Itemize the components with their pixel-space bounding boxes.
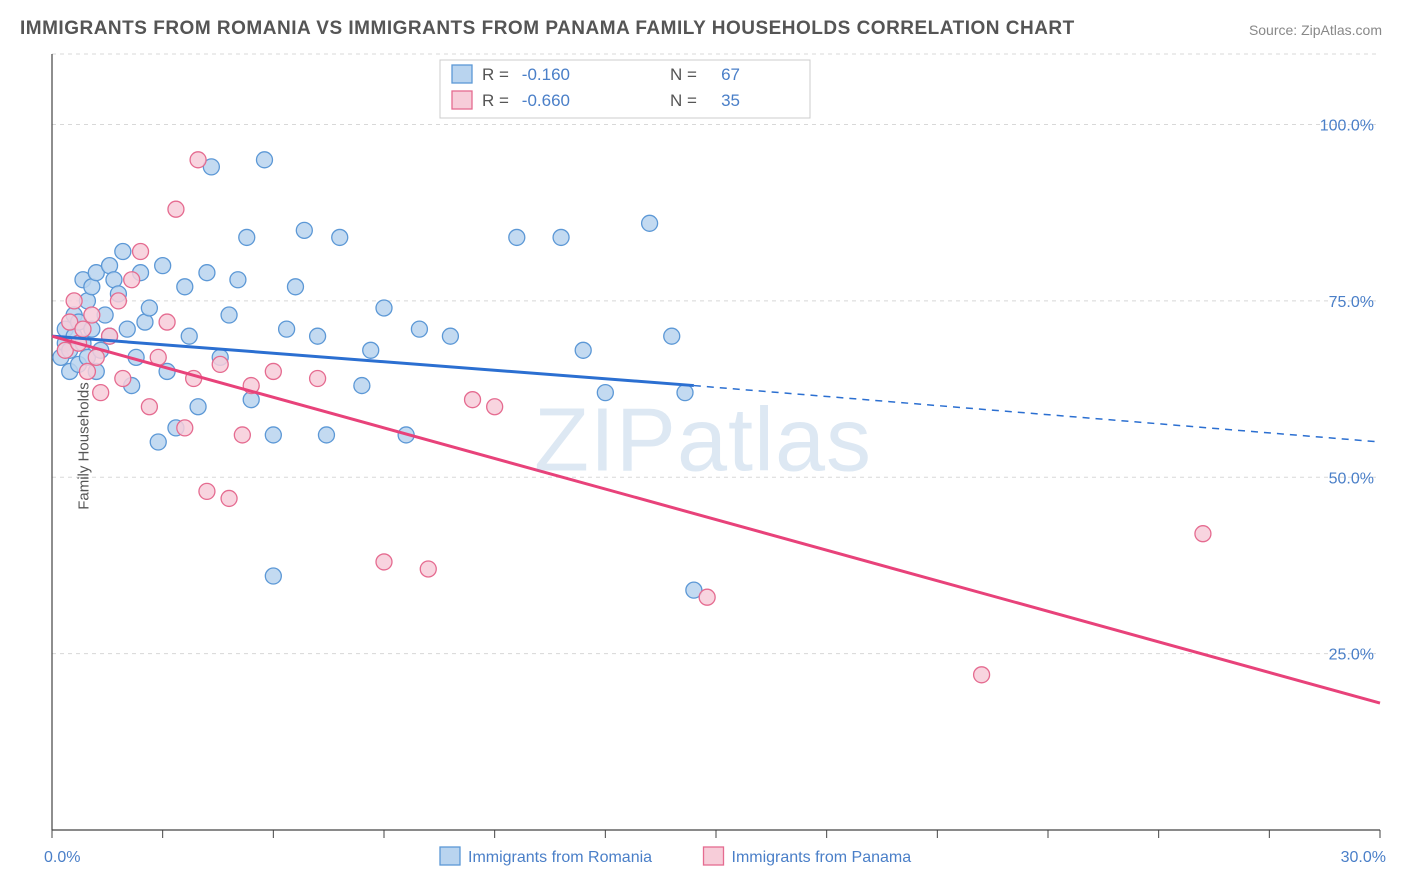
svg-text:0.0%: 0.0% [44, 849, 80, 866]
svg-text:35: 35 [721, 91, 740, 110]
chart-title: IMMIGRANTS FROM ROMANIA VS IMMIGRANTS FR… [20, 18, 1075, 40]
svg-text:Immigrants from Panama: Immigrants from Panama [732, 849, 912, 866]
svg-text:30.0%: 30.0% [1341, 849, 1386, 866]
svg-text:75.0%: 75.0% [1329, 294, 1374, 311]
correlation-chart: 25.0% 50.0% 75.0% 100.0% 0.0% 30.0% R = -0.160 N… [0, 0, 1406, 892]
svg-text:50.0%: 50.0% [1329, 470, 1374, 487]
svg-text:25.0%: 25.0% [1329, 647, 1374, 664]
svg-text:R =: R = [482, 65, 509, 84]
svg-text:-0.160: -0.160 [522, 65, 570, 84]
svg-text:67: 67 [721, 65, 740, 84]
svg-text:R =: R = [482, 91, 509, 110]
svg-text:-0.660: -0.660 [522, 91, 570, 110]
y-axis-label: Family Households [75, 382, 92, 510]
source-label: Source: ZipAtlas.com [1249, 22, 1382, 38]
svg-text:100.0%: 100.0% [1320, 118, 1374, 135]
svg-text:N =: N = [670, 65, 697, 84]
svg-text:Immigrants from Romania: Immigrants from Romania [468, 849, 652, 866]
svg-text:N =: N = [670, 91, 697, 110]
